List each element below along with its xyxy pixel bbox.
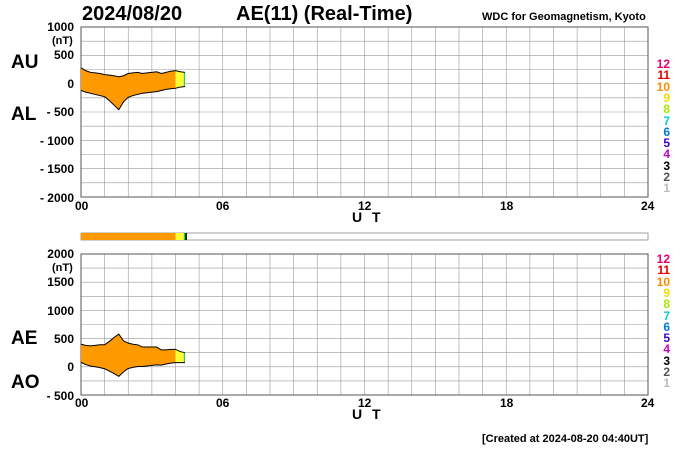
legend-level-4: 4	[663, 147, 670, 162]
top-unit-label: (nT)	[52, 35, 73, 47]
legend-level-3: 3	[663, 353, 670, 368]
legend-level-4: 4	[663, 342, 670, 357]
legend-level-3: 3	[663, 158, 670, 173]
top-xtick-00: 00	[75, 199, 89, 213]
bottom-ytick-1500: 1500	[47, 275, 74, 289]
legend-level-9: 9	[663, 285, 670, 300]
legend-level-2: 2	[663, 170, 670, 184]
legend-level-8: 8	[663, 102, 670, 117]
legend-level-6: 6	[663, 319, 670, 334]
legend-level-1: 1	[663, 376, 670, 391]
bottom-ytick-m500: - 500	[46, 389, 74, 403]
legend-level-9: 9	[663, 90, 670, 105]
legend-level-10: 10	[656, 274, 670, 289]
top-fill-segment	[175, 70, 184, 89]
top-xtick-06: 06	[216, 199, 230, 213]
legend-level-11: 11	[657, 263, 670, 278]
top-ytick-m2000: - 2000	[39, 191, 74, 205]
legend-level-5: 5	[663, 136, 670, 151]
chart-date: 2024/08/20	[82, 3, 183, 25]
bottom-ytick-0: 0	[67, 360, 74, 374]
top-xaxis-label: U T	[352, 209, 384, 225]
legend-level-5: 5	[663, 331, 670, 346]
bottom-unit-label: (nT)	[52, 262, 73, 274]
legend-level-8: 8	[663, 297, 670, 312]
legend-level-2: 2	[663, 365, 670, 379]
ae-label: AE	[11, 328, 38, 349]
top-ytick-1000: 1000	[47, 20, 74, 34]
bottom-ytick-500: 500	[53, 332, 74, 346]
au-label: AU	[11, 52, 39, 73]
legend-level-10: 10	[656, 79, 670, 94]
top-fill-segment	[81, 67, 176, 110]
credit-label: WDC for Geomagnetism, Kyoto	[482, 11, 646, 23]
created-timestamp: [Created at 2024-08-20 04:40UT]	[482, 433, 649, 445]
bottom-ytick-1000: 1000	[47, 304, 74, 318]
bottom-ytick-2000: 2000	[47, 247, 74, 261]
top-frame	[80, 26, 649, 198]
legend-level-7: 7	[663, 113, 670, 128]
top-upper-line	[80, 67, 186, 78]
bottom-xtick-18: 18	[500, 396, 514, 410]
top-xtick-18: 18	[500, 199, 514, 213]
bottom-xaxis-label: U T	[352, 406, 384, 422]
bottom-xtick-24: 24	[641, 396, 655, 410]
legend-level-12: 12	[656, 57, 670, 71]
legend-level-6: 6	[663, 124, 670, 139]
top-xtick-12: 12	[358, 199, 372, 213]
top-lower-line	[80, 86, 186, 111]
legend-level-7: 7	[663, 308, 670, 323]
top-ytick-500: 500	[53, 48, 74, 62]
top-xtick-24: 24	[641, 199, 655, 213]
top-ytick-m1500: - 1500	[39, 162, 74, 176]
top-fill-segment	[183, 72, 185, 87]
legend-level-11: 11	[657, 68, 670, 83]
bottom-xtick-06: 06	[216, 396, 230, 410]
ao-label: AO	[11, 372, 40, 393]
al-label: AL	[11, 104, 37, 125]
bottom-xtick-12: 12	[358, 396, 372, 410]
top-ytick-m1000: - 1000	[39, 134, 74, 148]
top-ytick-0: 0	[67, 77, 74, 91]
top-ytick-m500: - 500	[46, 105, 74, 119]
chart-title: AE(11) (Real-Time)	[236, 3, 413, 25]
legend-level-12: 12	[656, 252, 670, 266]
bottom-xtick-00: 00	[75, 396, 89, 410]
legend-level-1: 1	[663, 181, 670, 196]
